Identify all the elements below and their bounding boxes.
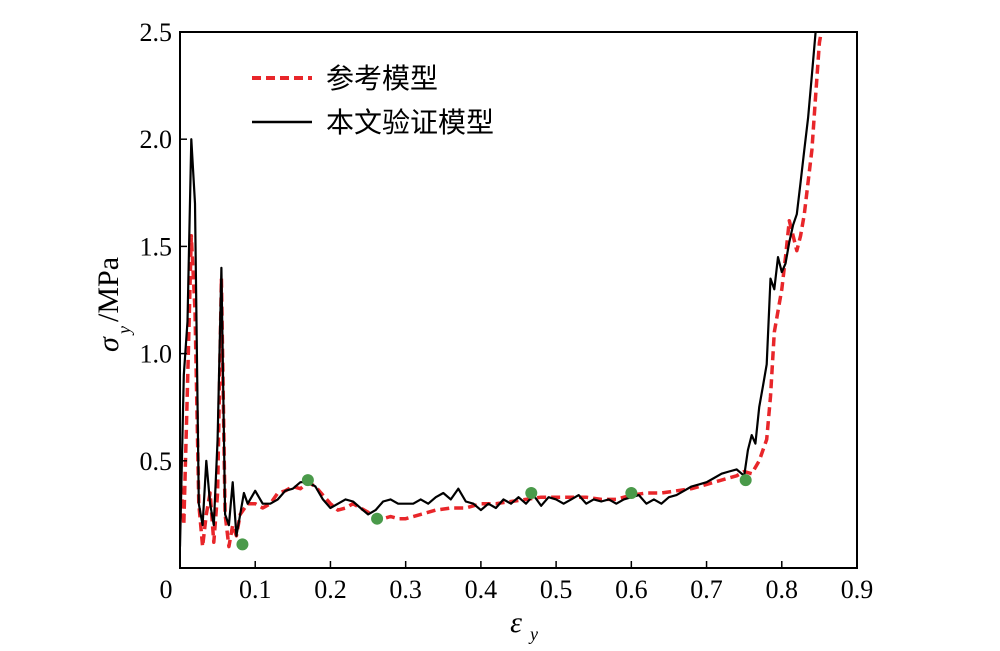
marker-point [371,512,384,525]
x-tick-label: 0.5 [540,575,573,604]
x-tick-label: 0.7 [690,575,723,604]
y-axis-label-main: σ [92,336,125,352]
legend-label-reference: 参考模型 [326,62,438,95]
series-line-reference [180,32,824,549]
legend: 参考模型 本文验证模型 [252,62,494,139]
y-tick-label: 1.0 [140,340,173,369]
x-axis-label-main: ε [510,606,522,639]
y-axis-label-unit: /MPa [92,257,125,322]
marker-point [525,486,538,499]
legend-label-validation: 本文验证模型 [326,106,494,139]
y-tick-label: 0.5 [140,447,173,476]
marker-point [625,486,638,499]
x-tick-label: 0.2 [314,575,347,604]
x-tick-label: 0.1 [239,575,272,604]
x-axis-label-sub: y [528,624,538,644]
y-axis-label: σ y /MPa [92,257,134,352]
y-axis-label-sub: y [114,326,134,336]
marker-point [739,474,752,487]
y-tick-label: 2.5 [140,18,173,47]
marker-point [301,474,314,487]
marker-point [236,538,249,551]
plot-frame [179,31,858,569]
series-line-validation [180,32,817,547]
x-tick-label: 0.8 [766,575,799,604]
x-axis-label: ε y [510,606,538,644]
marker-layer [236,474,752,551]
y-tick-label: 2.0 [140,125,173,154]
y-tick-label: 1.5 [140,232,173,261]
x-tick-label: 0.3 [389,575,422,604]
x-tick-label: 0 [160,575,173,604]
series-layer [180,32,824,549]
tick-layer: 0 0.1 0.2 0.3 0.4 0.5 0.6 0.7 0.8 0.9 0.5 1.0 1.5 2.0… [140,18,874,604]
x-tick-label: 0.4 [465,575,498,604]
x-tick-label: 0.9 [841,575,874,604]
x-tick-label: 0.6 [615,575,648,604]
